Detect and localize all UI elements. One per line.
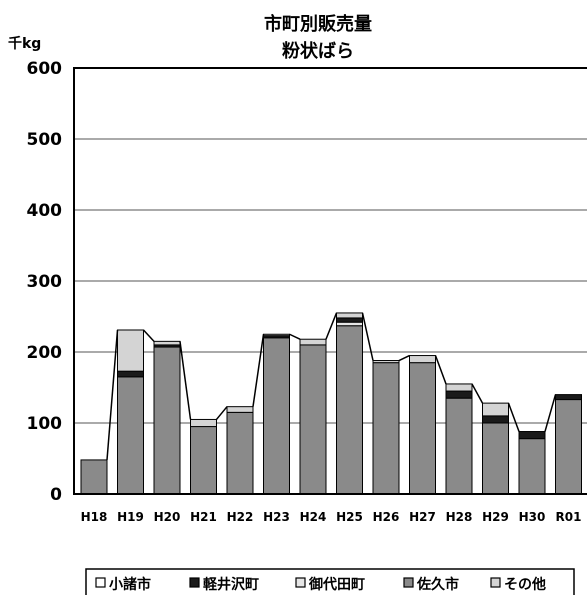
bar-segment-3	[372, 362, 400, 495]
bar-segment-3	[226, 411, 254, 495]
bar-segment-1	[518, 431, 546, 440]
y-tick-label: 600	[27, 59, 63, 79]
bar-segment-3	[518, 438, 546, 495]
legend-label: 軽井沢町	[203, 576, 259, 593]
connector-line	[434, 355, 447, 385]
connector-line	[289, 333, 301, 340]
bar-segment-4	[263, 333, 290, 337]
y-tick-labels: 0 100 200 300 400 500 600	[27, 59, 63, 505]
y-axis-unit: 千kg	[8, 35, 41, 52]
bar-segment-4	[409, 355, 436, 364]
x-tick-label: H24	[300, 510, 327, 524]
bar-segment-3	[153, 346, 181, 495]
x-tick-label: H18	[81, 510, 108, 524]
connector-line	[142, 329, 155, 342]
bar-segment-3	[482, 422, 509, 495]
plot-area-border	[73, 67, 587, 495]
x-tick-label: R01	[556, 510, 582, 524]
connector-line	[215, 406, 228, 420]
bars	[80, 312, 582, 495]
y-tick-label: 200	[27, 343, 63, 363]
bar-segment-1	[482, 415, 509, 424]
bar-segment-4	[336, 312, 363, 319]
legend-label: その他	[504, 576, 546, 593]
bar-segment-1	[117, 370, 144, 378]
connector-line	[252, 334, 265, 407]
connector-line	[361, 312, 374, 361]
x-tick-label: H29	[482, 510, 509, 524]
x-tick-label: H19	[117, 510, 144, 524]
bar-segment-4	[482, 402, 509, 417]
x-tick-label: H23	[263, 510, 290, 524]
x-tick-label: H21	[190, 510, 217, 524]
x-tick-label: H27	[409, 510, 436, 524]
bar-segment-3	[555, 399, 582, 495]
connector-line	[471, 383, 484, 404]
connector-line	[325, 312, 338, 340]
bar-segment-4	[226, 406, 254, 413]
bar-segment-3	[299, 344, 327, 495]
gridlines	[74, 138, 587, 424]
y-tick-label: 0	[50, 485, 62, 505]
connector-line	[544, 394, 557, 432]
legend-label: 小諸市	[109, 576, 151, 593]
bar-segment-4	[299, 338, 327, 346]
bar-segment-4	[445, 383, 473, 392]
x-tick-label: H30	[519, 510, 546, 524]
bar-segment-3	[80, 459, 108, 495]
x-tick-label: H26	[373, 510, 400, 524]
bar-segment-3	[190, 426, 217, 495]
y-tick-label: 300	[27, 272, 63, 292]
legend: 小諸市 軽井沢町 御代田町 佐久市 その他	[85, 568, 575, 595]
connector-line	[507, 402, 520, 432]
x-tick-label: H25	[336, 510, 363, 524]
legend-swatch	[95, 577, 106, 588]
y-tick-label: 500	[27, 130, 63, 150]
bar-segment-1	[445, 390, 473, 399]
y-tick-label: 400	[27, 201, 63, 221]
legend-swatch	[490, 577, 501, 588]
legend-label: 御代田町	[308, 576, 365, 593]
connector-line	[398, 354, 410, 362]
x-tick-labels: H18 H19 H20 H21 H22 H23 H24 H25 H26 H27 H28 H29 H30 R…	[81, 510, 582, 524]
x-tick-label: H22	[227, 510, 254, 524]
connector-line	[179, 341, 192, 420]
connector-line	[106, 329, 119, 460]
bar-segment-3	[117, 376, 144, 495]
bar-segment-3	[445, 397, 473, 495]
bar-segment-4	[190, 418, 217, 428]
legend-swatch	[403, 577, 414, 588]
bar-segment-4	[153, 340, 181, 346]
x-tick-label: H20	[154, 510, 181, 524]
bar-segment-3	[409, 362, 436, 495]
bar-segment-3	[336, 325, 363, 495]
legend-swatch	[189, 577, 200, 588]
bar-segment-4	[372, 360, 400, 364]
bar-segment-2	[336, 321, 363, 327]
y-tick-label: 100	[27, 414, 63, 434]
chart-title: 市町別販売量	[264, 13, 372, 35]
legend-swatch	[295, 577, 306, 588]
chart-subtitle: 粉状ばら	[282, 40, 354, 62]
bar-segment-1	[555, 394, 582, 401]
bar-segment-3	[263, 337, 290, 495]
legend-label: 佐久市	[416, 576, 459, 593]
bar-segment-1	[336, 317, 363, 323]
bar-segment-4	[117, 329, 144, 372]
x-tick-label: H28	[446, 510, 473, 524]
